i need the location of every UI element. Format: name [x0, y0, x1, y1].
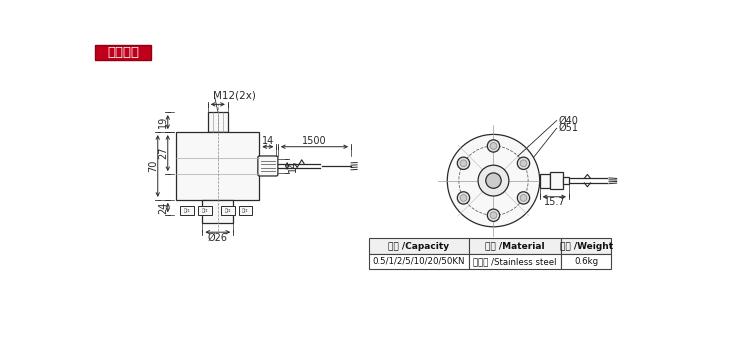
- Circle shape: [518, 192, 530, 204]
- Text: Ø26: Ø26: [208, 233, 228, 243]
- Text: 1500: 1500: [302, 136, 327, 146]
- FancyBboxPatch shape: [258, 156, 278, 176]
- Circle shape: [520, 195, 527, 201]
- Bar: [469, 238, 561, 254]
- Text: 0.5/1/2/5/10/20/50KN: 0.5/1/2/5/10/20/50KN: [372, 257, 465, 266]
- Bar: [539, 174, 550, 188]
- Text: ⌒ɪɪ: ⌒ɪɪ: [201, 208, 208, 213]
- Text: 14: 14: [288, 160, 299, 172]
- Text: 外形尺寸: 外形尺寸: [107, 46, 139, 59]
- Text: ⌒ɪɪ: ⌒ɪɪ: [184, 208, 191, 213]
- Bar: [550, 172, 563, 189]
- Circle shape: [447, 134, 539, 227]
- Bar: [369, 254, 469, 269]
- Circle shape: [457, 192, 469, 204]
- Text: 14: 14: [262, 136, 274, 146]
- Bar: [210, 132, 226, 141]
- Bar: [198, 206, 212, 215]
- Circle shape: [490, 142, 497, 149]
- Text: 19: 19: [158, 116, 168, 128]
- Text: Ø51: Ø51: [558, 123, 578, 133]
- Text: 材料 /Material: 材料 /Material: [485, 241, 545, 251]
- Circle shape: [460, 195, 467, 201]
- Circle shape: [520, 160, 527, 167]
- Bar: [561, 238, 611, 254]
- Bar: [176, 132, 259, 200]
- Bar: [563, 177, 569, 184]
- Text: 70: 70: [148, 160, 158, 172]
- Text: 重量 /Weight: 重量 /Weight: [560, 241, 612, 251]
- Bar: [202, 200, 233, 223]
- Circle shape: [488, 209, 499, 222]
- Text: ⌒ɪɪ: ⌒ɪɪ: [242, 208, 249, 213]
- Text: M12(2x): M12(2x): [213, 90, 256, 100]
- Circle shape: [485, 173, 502, 188]
- Text: 24: 24: [158, 201, 168, 214]
- Bar: [369, 238, 469, 254]
- Circle shape: [488, 140, 499, 152]
- Text: 量程 /Capacity: 量程 /Capacity: [388, 241, 450, 251]
- Circle shape: [518, 157, 530, 169]
- Bar: [561, 254, 611, 269]
- Circle shape: [478, 165, 509, 196]
- Text: Ø40: Ø40: [558, 116, 578, 126]
- Circle shape: [460, 160, 467, 167]
- Bar: [96, 45, 151, 60]
- Text: 0.6kg: 0.6kg: [575, 257, 599, 266]
- Bar: [221, 206, 235, 215]
- Circle shape: [457, 157, 469, 169]
- Bar: [469, 254, 561, 269]
- Circle shape: [490, 212, 497, 219]
- Text: 15.7: 15.7: [544, 197, 565, 207]
- Text: 不锈钢 /Stainless steel: 不锈钢 /Stainless steel: [473, 257, 557, 266]
- Text: ⌒ɪɪ: ⌒ɪɪ: [225, 208, 231, 213]
- Bar: [239, 206, 253, 215]
- Bar: [208, 112, 228, 132]
- Text: 27: 27: [158, 147, 168, 159]
- Bar: [180, 206, 194, 215]
